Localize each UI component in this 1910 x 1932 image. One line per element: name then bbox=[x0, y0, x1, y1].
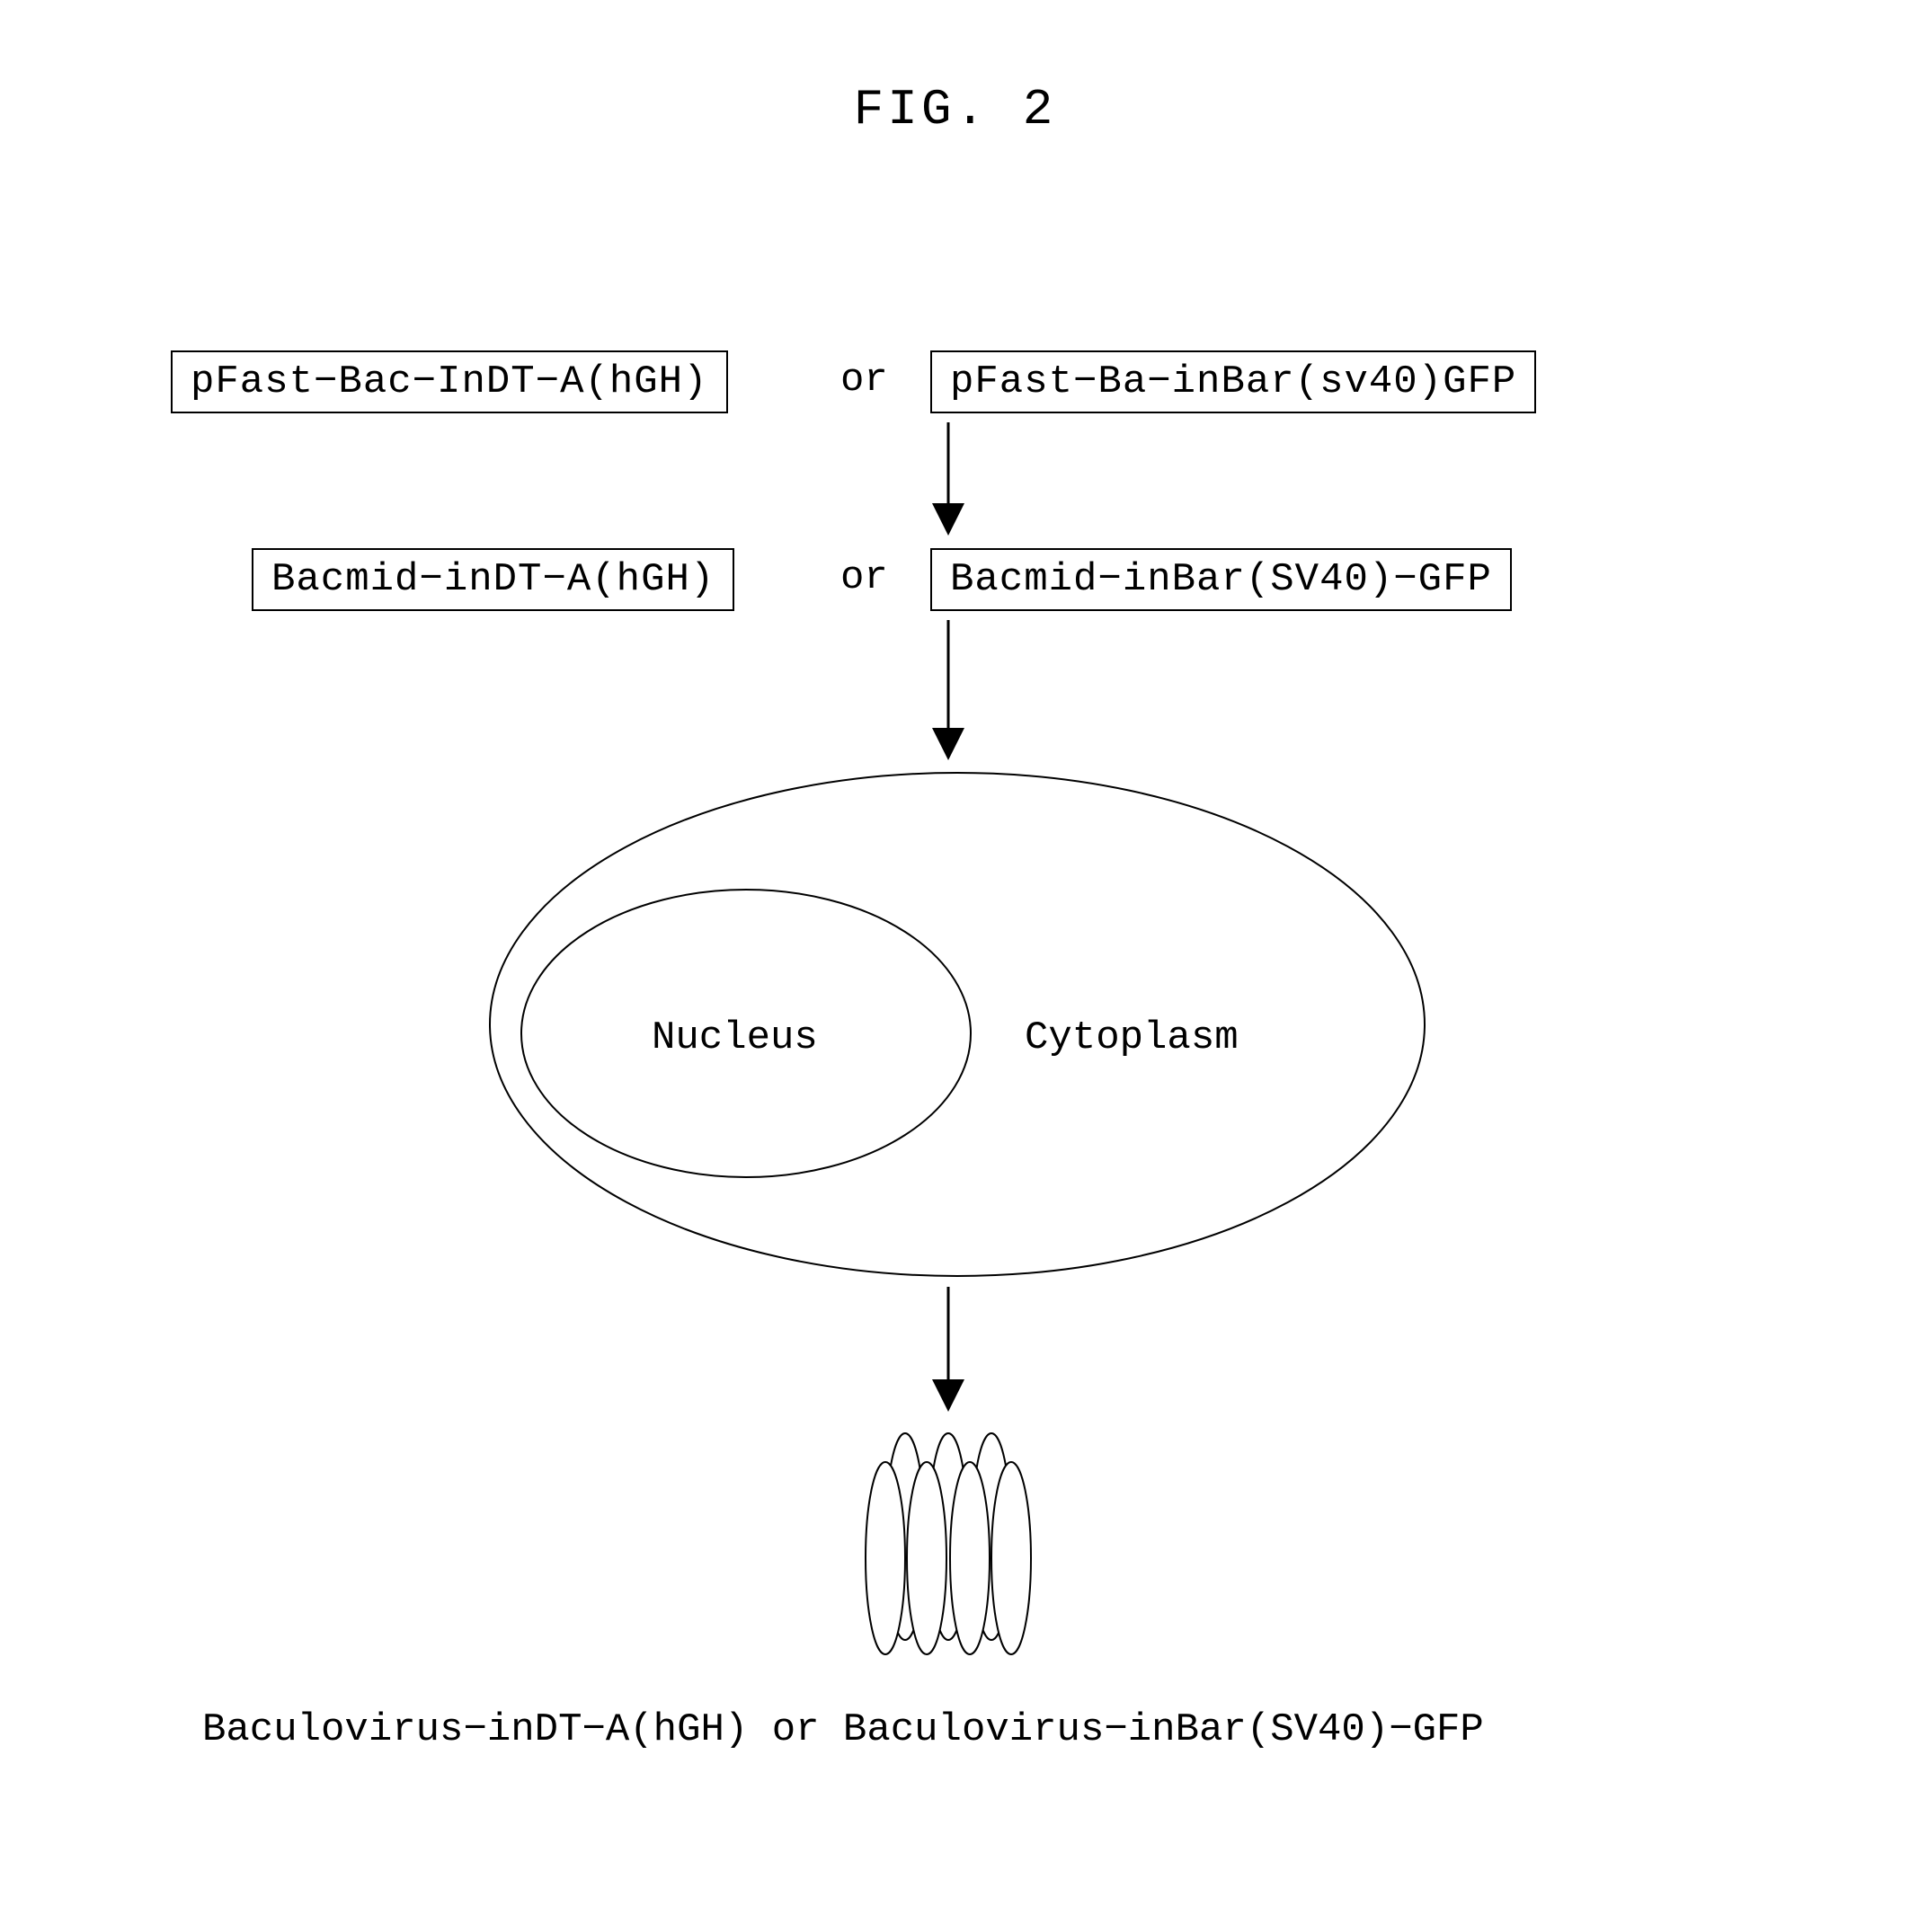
cell-outer bbox=[490, 773, 1425, 1276]
output-label: Baculovirus−inDT−A(hGH) or Baculovirus−i… bbox=[202, 1707, 1484, 1752]
or-text-row2: or bbox=[840, 555, 888, 600]
nucleus-label: Nucleus bbox=[652, 1015, 818, 1060]
cytoplasm-label: Cytoplasm bbox=[1025, 1015, 1239, 1060]
box-bacmid-left: Bacmid−inDT−A(hGH) bbox=[252, 548, 734, 611]
box-bacmid-right: Bacmid−inBar(SV40)−GFP bbox=[930, 548, 1512, 611]
baculovirus-icon bbox=[866, 1433, 1031, 1654]
box-pfast-right: pFast−Ba−inBar(sv40)GFP bbox=[930, 350, 1536, 413]
box-pfast-left: pFast−Bac−InDT−A(hGH) bbox=[171, 350, 728, 413]
diagram-svg bbox=[0, 0, 1910, 1932]
or-text-row1: or bbox=[840, 358, 888, 403]
figure-title: FIG. 2 bbox=[0, 81, 1910, 138]
